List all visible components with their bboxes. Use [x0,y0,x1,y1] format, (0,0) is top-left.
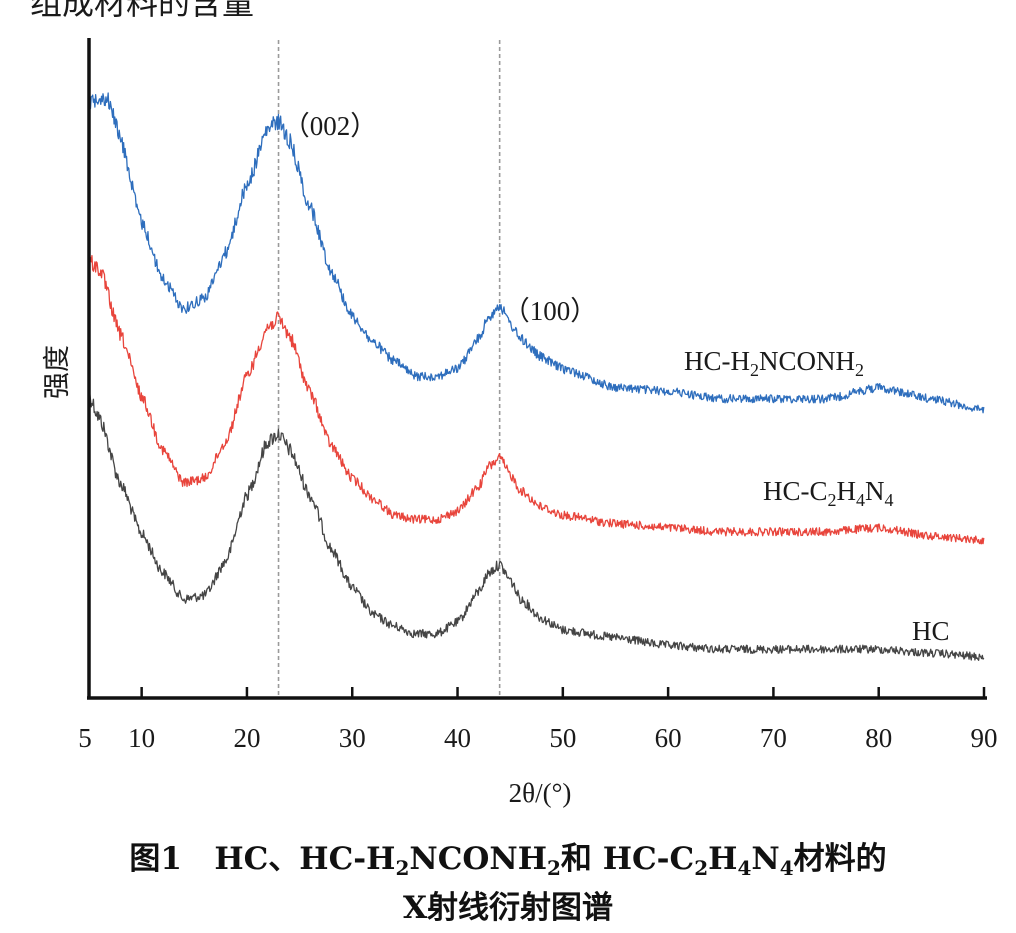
figure-caption-line2: X射线衍射图谱 [402,890,614,926]
series-line-hc-h2nconh2 [88,92,985,414]
x-tick-label-5: 5 [78,723,92,753]
x-tick-labels: 5 10 20 30 40 50 60 70 80 90 [78,723,997,753]
x-axis-title: 2θ/(°) [509,778,572,808]
series-label-hc: HC [912,616,950,646]
peak-label-100: （100） [503,296,598,326]
series-layer [88,92,985,661]
x-tick-label-20: 20 [233,723,260,753]
series-label-hc-c2h4n4: HC-C2H4N4 [763,476,894,510]
x-tick-label-50: 50 [549,723,576,753]
x-tick-label-80: 80 [865,723,892,753]
top-text-fragment: 组成材料的含量 [30,0,254,21]
xrd-chart: 组成材料的含量 5 10 20 30 40 50 60 70 80 90 2θ/(°) 强度 （0… [30,0,998,808]
series-line-hc [88,392,985,661]
x-tick-label-60: 60 [655,723,682,753]
x-tick-label-90: 90 [971,723,998,753]
series-line-hc-c2h4n4 [88,254,985,545]
series-label-hc-h2nconh2: HC-H2NCONH2 [684,346,864,380]
y-axis-title: 强度 [42,345,72,399]
x-tick-label-40: 40 [444,723,471,753]
x-tick-label-70: 70 [760,723,787,753]
x-ticks [140,687,986,698]
figure-caption-line1: 图1 HC、HC-H2NCONH2和 HC-C2H4N4材料的 [129,841,887,880]
x-tick-label-10: 10 [128,723,155,753]
peak-label-002: （002） [283,111,378,141]
x-tick-label-30: 30 [339,723,366,753]
reference-lines [277,40,501,698]
